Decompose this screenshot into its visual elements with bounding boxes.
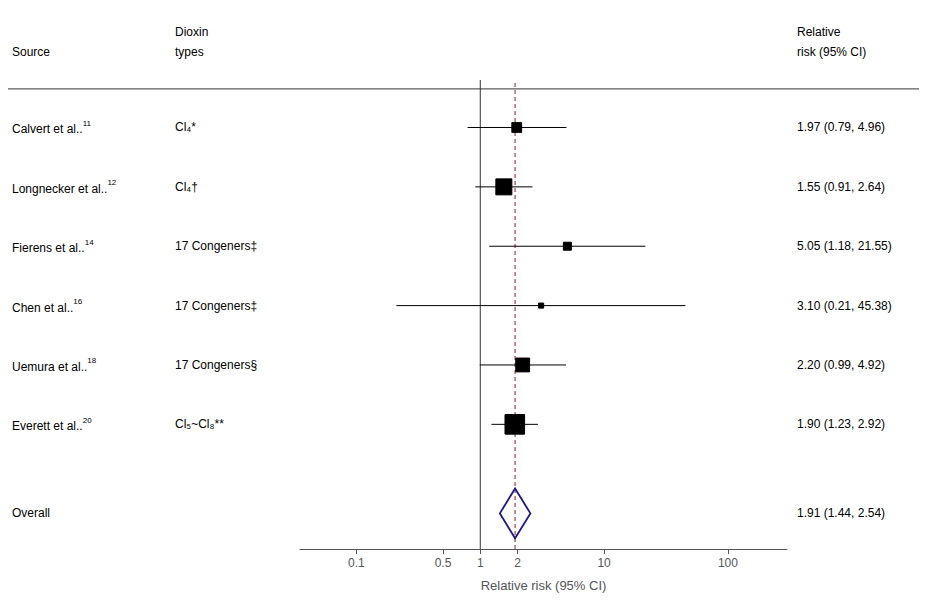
svg-text:Chen et al..: Chen et al.. (12, 301, 73, 315)
svg-text:11: 11 (83, 119, 92, 128)
svg-text:100: 100 (718, 556, 738, 570)
svg-text:Overall: Overall (12, 506, 50, 520)
svg-text:17 Congeners‡: 17 Congeners‡ (175, 239, 257, 253)
svg-text:1.97 (0.79, 4.96): 1.97 (0.79, 4.96) (797, 120, 885, 134)
svg-text:Cl₅~Cl₈**: Cl₅~Cl₈** (175, 417, 224, 431)
svg-text:1.91 (1.44, 2.54): 1.91 (1.44, 2.54) (797, 506, 885, 520)
svg-text:Fierens et al..: Fierens et al.. (12, 241, 85, 255)
svg-text:5.05 (1.18, 21.55): 5.05 (1.18, 21.55) (797, 239, 892, 253)
svg-text:risk (95% CI): risk (95% CI) (797, 45, 866, 59)
svg-text:2.20 (0.99, 4.92): 2.20 (0.99, 4.92) (797, 358, 885, 372)
svg-text:14: 14 (85, 238, 94, 247)
svg-text:3.10 (0.21, 45.38): 3.10 (0.21, 45.38) (797, 299, 892, 313)
svg-text:Longnecker et al..: Longnecker et al.. (12, 182, 107, 196)
svg-text:Relative: Relative (797, 25, 841, 39)
svg-text:16: 16 (73, 297, 82, 306)
svg-text:10: 10 (597, 556, 611, 570)
svg-text:Cl₄*: Cl₄* (175, 120, 196, 134)
svg-text:1.90 (1.23, 2.92): 1.90 (1.23, 2.92) (797, 417, 885, 431)
svg-text:18: 18 (87, 356, 96, 365)
svg-text:Dioxin: Dioxin (175, 25, 208, 39)
svg-text:Relative risk (95% CI): Relative risk (95% CI) (481, 578, 607, 593)
svg-text:types: types (175, 45, 204, 59)
svg-text:12: 12 (107, 178, 116, 187)
svg-text:Everett et al..: Everett et al.. (12, 419, 83, 433)
svg-text:17 Congeners§: 17 Congeners§ (175, 358, 257, 372)
svg-text:Uemura et al..: Uemura et al.. (12, 360, 87, 374)
svg-text:1: 1 (477, 556, 484, 570)
svg-text:0.1: 0.1 (348, 556, 365, 570)
svg-text:Source: Source (12, 45, 50, 59)
svg-text:0.5: 0.5 (435, 556, 452, 570)
svg-text:17 Congeners‡: 17 Congeners‡ (175, 299, 257, 313)
svg-text:2: 2 (514, 556, 521, 570)
svg-text:1.55 (0.91, 2.64): 1.55 (0.91, 2.64) (797, 180, 885, 194)
svg-text:20: 20 (83, 416, 92, 425)
svg-text:Calvert et al..: Calvert et al.. (12, 122, 83, 136)
svg-text:Cl₄†: Cl₄† (175, 180, 198, 194)
